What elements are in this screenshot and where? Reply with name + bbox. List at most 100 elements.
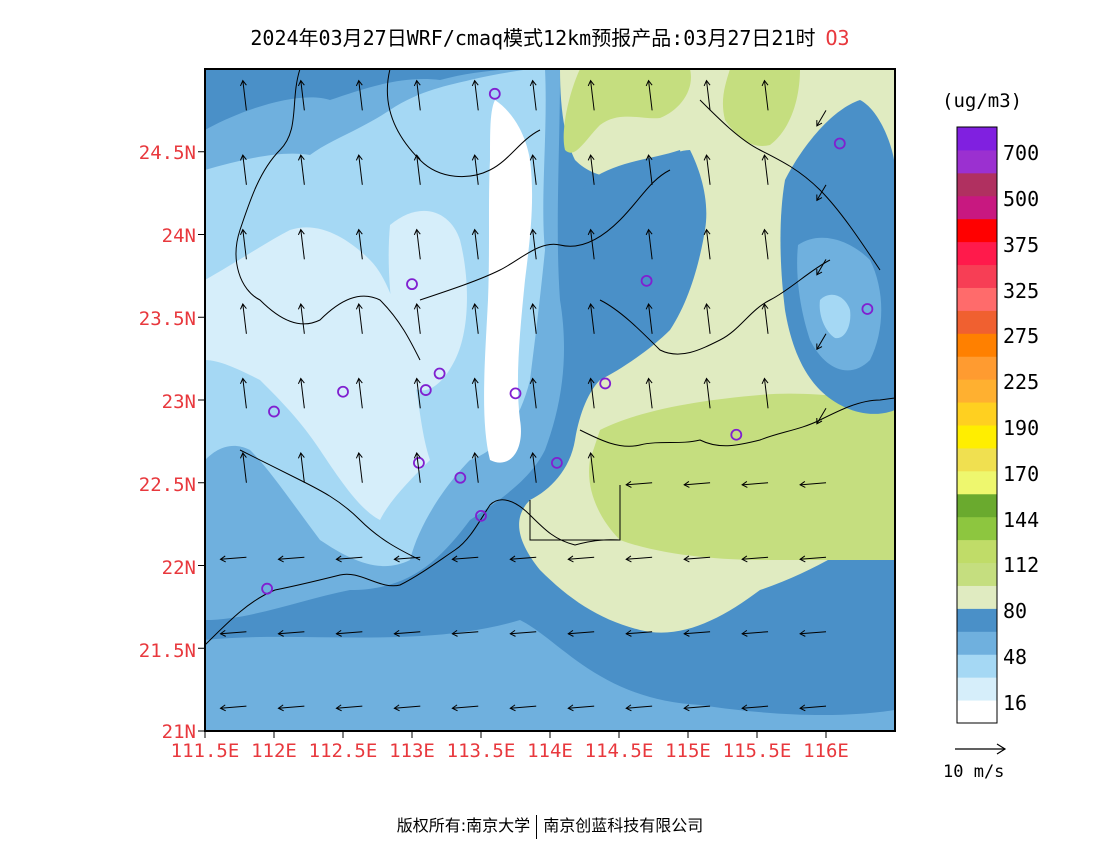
wind-vector [799,629,827,637]
wind-vector [219,704,247,712]
boundary-central [419,169,671,301]
boundary-north [386,69,541,178]
wind-vector [451,704,479,712]
wind-vector [703,303,711,334]
legend-label: 700 [1003,141,1040,165]
station-marker [488,87,501,100]
wind-vector [683,629,711,637]
wind-vector [587,79,595,111]
legend-label: 500 [1003,187,1040,211]
legend-label: 112 [1003,553,1040,577]
wind-vector [393,555,421,563]
lon-label: 113E [389,740,435,762]
legend-swatch [957,333,997,357]
legend-label: 190 [1003,416,1040,440]
station-marker [337,385,349,398]
wind-vector [645,228,653,260]
wind-vector [741,704,769,712]
wind-vector [297,228,305,260]
station-marker [433,367,446,380]
station-marker [730,428,743,441]
wind-vector [761,303,769,334]
station-marker [475,509,487,522]
boundary-east [599,259,831,355]
wind-vector [239,377,247,409]
lon-label: 116E [803,740,849,762]
legend-swatch [957,241,997,266]
wind-vector [529,303,537,334]
lon-label: 114E [527,740,573,762]
wind-vector [297,451,305,483]
station-marker [599,377,612,390]
wind-vector [683,704,711,712]
wind-vector [413,228,421,260]
footer: 版权所有:南京大学 南京创蓝科技有限公司 [0,812,1100,839]
station-marker [509,387,522,400]
lat-label: 22.5N [138,474,196,496]
lat-label: 24N [161,225,196,247]
wind-vector [355,154,363,185]
legend-label: 16 [1003,691,1028,715]
wind-vector [471,228,479,260]
wind-vector [799,704,827,712]
wind-vector [355,303,363,334]
legend-swatch [957,654,997,678]
wind-vector [413,79,421,111]
wind-vector [413,154,421,185]
station-marker [268,405,280,418]
wind-vectors [219,79,827,712]
footer-right: 南京创蓝科技有限公司 [543,816,704,835]
wind-vector [645,79,653,111]
lon-label: 111.5E [170,740,240,762]
wind-vector [741,555,769,563]
legend-swatch [957,425,997,449]
wind-vector [799,481,827,488]
wind-vector [683,555,711,563]
lat-label: 24.5N [138,142,196,164]
wind-reference-label: 10 m/s [943,762,1005,782]
wind-vector [816,110,827,127]
legend-swatch [957,218,997,243]
wind-vector [277,629,305,637]
wind-vector [587,303,595,334]
wind-vector [239,303,247,334]
legend-swatch [957,264,997,288]
legend-label: 48 [1003,645,1028,669]
wind-vector [355,451,363,483]
wind-vector [219,629,247,637]
wind-vector [741,481,769,488]
legend-swatch [957,402,997,426]
wind-vector [239,154,247,185]
wind-vector [335,555,363,563]
wind-vector [451,555,479,563]
legend-unit: (ug/m3) [942,90,1023,112]
legend-swatch [957,677,997,701]
legend-swatch [957,700,997,724]
province-boundary-west [235,69,421,361]
title-text: 2024年03月27日WRF/cmaq模式12km预报产品:03月27日21时 [250,26,816,50]
wind-vector [297,79,305,111]
wind-vector [703,228,711,260]
chart-title: 2024年03月27日WRF/cmaq模式12km预报产品:03月27日21时 O… [0,22,1100,51]
station-marker [261,582,274,595]
wind-vector [761,228,769,260]
wind-vector [816,184,827,202]
wind-vector [587,154,595,185]
wind-vector [509,629,537,637]
wind-vector [625,555,653,563]
wind-vector [645,303,653,334]
legend-colorbar [957,127,997,724]
lon-label: 112E [251,740,297,762]
wind-vector [509,555,537,563]
wind-vector [625,704,653,712]
wind-vector [239,451,247,483]
station-marker [640,274,653,287]
legend-swatch [957,356,997,380]
legend-label: 375 [1003,233,1040,257]
wind-vector [683,481,711,488]
field-light-blue-east [819,294,851,339]
station-marker [406,278,418,291]
station-marker [833,137,846,150]
wind-vector [625,481,653,488]
